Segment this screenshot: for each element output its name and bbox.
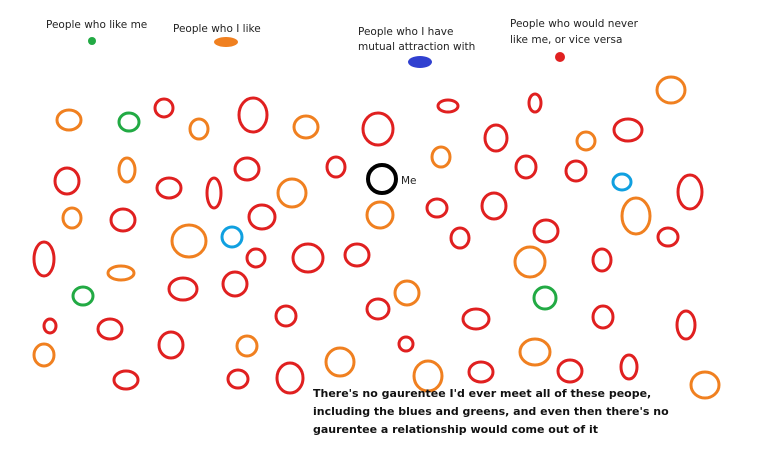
person-circle [153,97,175,119]
person-circle [274,304,298,328]
person-circle [343,242,371,268]
legend-label: People who I like [173,23,261,35]
person-circle [106,264,136,282]
legend-swatch [408,56,432,68]
note-line: including the blues and greens, and even… [313,405,669,418]
person-circle [157,330,185,360]
person-circle [32,342,56,368]
person-circle [237,96,269,134]
person-circle [430,145,452,169]
person-circle [449,226,471,250]
person-circle [689,370,721,400]
person-circle [619,353,639,381]
person-circle [220,225,244,249]
person-circle [32,240,56,278]
person-circle [483,123,509,153]
person-circle [361,111,395,147]
person-circle [676,173,704,211]
person-circle [365,297,391,321]
person-circle [53,166,81,196]
legend-label: People who I have [358,26,453,38]
legend-label: like me, or vice versa [510,34,622,46]
person-circle [55,108,83,132]
person-circle [461,307,491,331]
person-circle [514,154,538,180]
person-circle [42,317,58,335]
me-label: Me [401,175,417,187]
note-line: There's no gaurentee I'd ever meet all o… [313,387,651,400]
person-circle [527,92,543,114]
person-circle [226,368,250,390]
person-circle [155,176,183,200]
person-circle [247,203,277,231]
person-circle [436,98,460,114]
person-circle [325,155,347,179]
me-circle [366,163,398,195]
person-circle [575,130,597,152]
person-circle [235,334,259,358]
person-circle [412,359,444,393]
person-circle [71,285,95,307]
person-circle [292,114,320,140]
person-circle [532,285,558,311]
person-circle [291,242,325,274]
note-line: gaurentee a relationship would come out … [313,423,598,436]
people [32,75,721,400]
person-circle [612,117,644,143]
person-circle [620,196,652,236]
person-circle [117,156,137,184]
person-circle [425,197,449,219]
person-circle [233,156,261,182]
person-circle [655,75,687,105]
person-circle [170,223,208,259]
person-circle [275,361,305,395]
person-circle [61,206,83,230]
person-circle [365,200,395,230]
person-circle [205,176,223,210]
person-circle [109,207,137,233]
person-circle [112,369,140,391]
person-circle [675,309,697,341]
person-circle [591,304,615,330]
person-circle [221,270,249,298]
person-circle [96,317,124,341]
person-circle [556,358,584,384]
legend-swatch [214,37,238,47]
person-circle [611,172,633,192]
legend-label: People who would never [510,18,639,30]
person-circle [564,159,588,183]
legend-swatch [555,52,565,62]
legend-label: mutual attraction with [358,41,475,53]
person-circle [518,337,552,367]
person-circle [656,226,680,248]
person-circle [188,117,210,141]
person-circle [167,276,199,302]
person-circle [532,218,560,244]
person-circle [393,279,421,307]
person-circle [480,191,508,221]
person-circle [245,247,267,269]
person-circle [324,346,356,378]
legend: People who like me People who I like Peo… [46,18,639,68]
person-circle [276,177,308,209]
legend-label: People who like me [46,19,147,31]
person-circle [117,111,141,133]
person-circle [467,360,495,384]
person-circle [397,335,415,353]
person-circle [591,247,613,273]
legend-swatch [88,37,96,45]
person-circle [513,245,547,279]
